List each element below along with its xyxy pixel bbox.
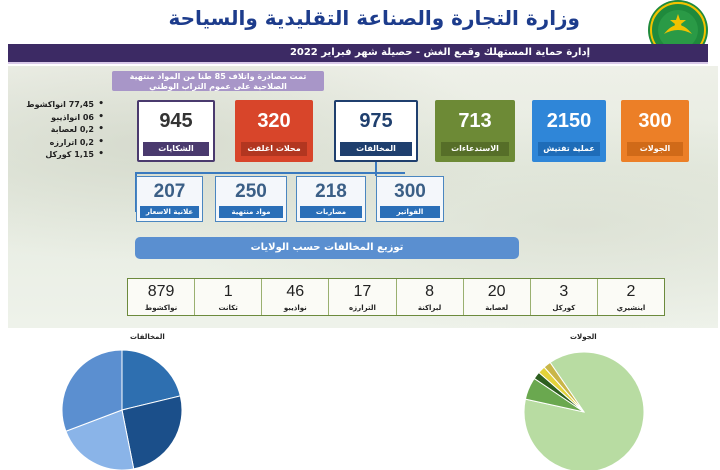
- tours-pie-chart: [523, 351, 645, 470]
- stat-value: 975: [359, 110, 393, 132]
- region-value: 17: [353, 283, 372, 300]
- subheader-title: إدارة حماية المستهلك وقمع الغش - حصيلة ش…: [289, 47, 590, 58]
- region-cell: 1 تكانت: [194, 279, 261, 315]
- region-cell: 20 لعصابة: [462, 279, 530, 315]
- subheader-band: إدارة حماية المستهلك وقمع الغش - حصيلة ش…: [8, 44, 708, 64]
- stat-card-closed-shops: 320 محلات اغلقت: [235, 100, 313, 162]
- breakdown-card-price-display: 207 علانية الاسعار: [136, 176, 203, 222]
- breakdown-label: مواد منتهية: [219, 206, 283, 218]
- breakdown-label: علانية الاسعار: [140, 206, 199, 218]
- distribution-banner: توزيع المخالفات حسب الولايات: [135, 237, 519, 259]
- breakdown-value: 218: [315, 181, 347, 202]
- pie-slice: [61, 349, 123, 432]
- stat-card-summons: 713 الاستدعاءات: [435, 100, 515, 162]
- region-cell: 3 كوركل: [529, 279, 597, 315]
- stat-value: 713: [458, 110, 492, 132]
- region-label: كوركل: [552, 304, 576, 312]
- seized-quantities-list: 77,45 انواكشوط 06 انواذيبو 0,2 لعصابة 0,…: [14, 99, 104, 163]
- region-cell: 17 الترارزه: [328, 279, 395, 315]
- stat-value: 320: [257, 110, 291, 132]
- region-label: نواذيبو: [283, 304, 307, 312]
- list-item: 1,15 كوركل: [14, 149, 104, 163]
- region-cell: 8 لبراكنة: [395, 279, 463, 315]
- region-value: 2: [626, 283, 636, 300]
- list-item: 0,2 لعصابة: [14, 124, 104, 138]
- region-label: تكانت: [218, 304, 238, 312]
- region-label: نواكشوط: [144, 304, 178, 312]
- list-item: 0,2 اترارزه: [14, 137, 104, 151]
- stat-label: الاستدعاءات: [441, 142, 509, 156]
- region-cell: 46 نواذيبو: [261, 279, 328, 315]
- stat-value: 2150: [546, 110, 592, 132]
- region-value: 3: [559, 283, 569, 300]
- ministry-title: وزارة التجارة والصناعة التقليدية والسياح…: [168, 6, 580, 30]
- pie-slice: [121, 349, 181, 411]
- stat-card-tours: 300 الجولات: [621, 100, 689, 162]
- seizure-note: تمت مصادرة واتلاف 85 طنا من المواد منتهي…: [112, 71, 324, 91]
- header: وزارة التجارة والصناعة التقليدية والسياح…: [0, 0, 720, 60]
- region-label: اينشيري: [616, 304, 646, 312]
- region-cell: 2 اينشيري: [596, 279, 664, 315]
- breakdown-value: 300: [394, 181, 426, 202]
- region-value: 8: [425, 283, 435, 300]
- stat-value: 945: [159, 110, 193, 132]
- stat-label: الشكايات: [143, 142, 209, 156]
- region-value: 46: [286, 283, 305, 300]
- breakdown-card-expired: 250 مواد منتهية: [215, 176, 287, 222]
- stat-card-inspections: 2150 عملية تفتيش: [532, 100, 606, 162]
- connector-line: [135, 172, 405, 174]
- stat-label: محلات اغلقت: [241, 142, 307, 156]
- region-label: الترارزه: [349, 304, 376, 312]
- breakdown-label: مضاربات: [300, 206, 362, 218]
- region-label: لعصابة: [485, 304, 509, 312]
- stat-card-violations: 975 المخالفات: [334, 100, 418, 162]
- connector-line: [375, 162, 377, 176]
- chart-title-tours: الجولات: [570, 333, 597, 341]
- region-label: لبراكنة: [417, 304, 442, 312]
- breakdown-card-speculation: 218 مضاربات: [296, 176, 366, 222]
- stat-card-complaints: 945 الشكايات: [137, 100, 215, 162]
- pie-slice: [523, 351, 645, 470]
- breakdown-card-invoices: 300 الفواتير: [376, 176, 444, 222]
- regions-table: 2 اينشيري 3 كوركل 20 لعصابة 8 لبراكنة 17 التر…: [127, 278, 665, 316]
- region-value: 879: [147, 283, 175, 300]
- breakdown-value: 207: [153, 181, 186, 202]
- pie-slice: [543, 361, 585, 413]
- breakdown-value: 250: [235, 181, 267, 202]
- region-cell: 879 نواكشوط: [128, 279, 194, 315]
- region-value: 1: [223, 283, 233, 300]
- pie-slice: [121, 395, 183, 470]
- region-value: 20: [487, 283, 506, 300]
- chart-title-violations: المخالفات: [130, 333, 165, 341]
- stat-label: عملية تفتيش: [538, 142, 600, 156]
- stat-label: الجولات: [627, 142, 683, 156]
- list-item: 06 انواذيبو: [14, 112, 104, 126]
- violations-pie-chart: [61, 349, 183, 470]
- breakdown-label: الفواتير: [380, 206, 440, 218]
- list-item: 77,45 انواكشوط: [14, 99, 104, 113]
- stat-value: 300: [638, 110, 672, 132]
- stat-label: المخالفات: [340, 142, 412, 156]
